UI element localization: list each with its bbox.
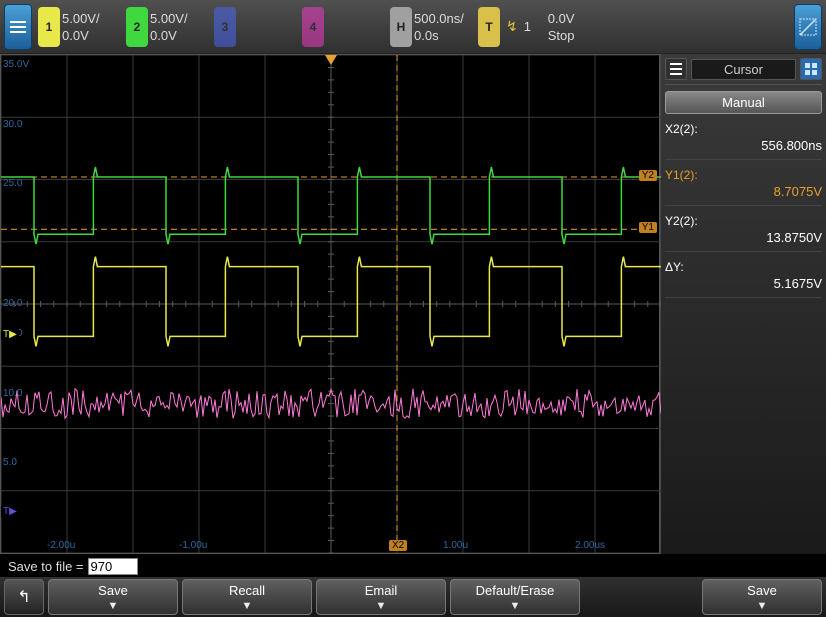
softkey-recall[interactable]: Recall ▼: [182, 579, 312, 615]
x-tick-label: -1.00u: [179, 540, 207, 551]
softkey-save-right[interactable]: Save ▼: [702, 579, 822, 615]
cursor-tag: Y2: [639, 170, 657, 181]
down-arrow-icon: ▼: [757, 600, 768, 612]
channel-4-group[interactable]: 4: [302, 7, 384, 47]
waveform-svg: [1, 55, 661, 553]
cursor-tag: Y1: [639, 222, 657, 233]
ground-marker: T▶: [1, 329, 19, 340]
channel-1-badge[interactable]: 1: [38, 7, 60, 47]
x-tick-label: 1.00u: [443, 540, 468, 551]
measurement-row: Y2(2): 13.8750V: [665, 212, 822, 252]
measurement-value: 556.800ns: [665, 138, 822, 153]
y-tick-label: 35.0V: [3, 59, 29, 70]
softkey-save[interactable]: Save ▼: [48, 579, 178, 615]
save-filename-input[interactable]: [88, 558, 138, 575]
channel-3-values: [238, 26, 296, 28]
channel-2-group[interactable]: 25.00V/0.0V: [126, 7, 208, 47]
x-tick-label: 2.00us: [575, 540, 605, 551]
measurement-value: 13.8750V: [665, 230, 822, 245]
softkey-default-erase[interactable]: Default/Erase ▼: [450, 579, 580, 615]
y-tick-label: 20.0: [3, 298, 22, 309]
channel-1-group[interactable]: 15.00V/0.0V: [38, 7, 120, 47]
measurement-label: Y2(2):: [665, 214, 822, 228]
hamburger-icon: [670, 60, 682, 78]
horizontal-badge[interactable]: H: [390, 7, 412, 47]
channel-4-values: [326, 26, 384, 28]
down-arrow-icon: ▼: [242, 600, 253, 612]
softkey-label: Recall: [229, 583, 265, 598]
measurement-label: ΔY:: [665, 260, 822, 274]
y-tick-label: 10.0: [3, 388, 22, 399]
measurement-label: Y1(2):: [665, 168, 822, 182]
trigger-group[interactable]: T↯10.0VStop: [478, 7, 598, 47]
measurement-row: ΔY: 5.1675V: [665, 258, 822, 298]
side-panel: Cursor Manual X2(2): 556.800ns Y1(2): 8.707…: [660, 54, 826, 554]
horizontal-group[interactable]: H500.0ns/0.0s: [390, 7, 472, 47]
cursor-mode-button[interactable]: Manual: [665, 91, 822, 114]
back-button[interactable]: ↰: [4, 579, 44, 615]
hamburger-icon: [10, 18, 26, 36]
horizontal-values: 500.0ns/0.0s: [414, 11, 472, 43]
save-prefix-label: Save to file =: [8, 559, 84, 574]
ground-marker: T▶: [1, 506, 19, 517]
y-tick-label: 30.0: [3, 119, 22, 130]
softkey-label: Email: [365, 583, 398, 598]
measurement-value: 8.7075V: [665, 184, 822, 199]
measurement-row: X2(2): 556.800ns: [665, 120, 822, 160]
display-mode-button[interactable]: [794, 4, 822, 50]
save-filename-row: Save to file =: [8, 558, 138, 575]
softkey-label: Save: [747, 583, 777, 598]
down-arrow-icon: ▼: [510, 600, 521, 612]
main-area: 35.0V30.025.020.015.010.05.0 -2.00u-1.00…: [0, 54, 826, 554]
waveform-display[interactable]: 35.0V30.025.020.015.010.05.0 -2.00u-1.00…: [0, 54, 660, 554]
softkey-label: Save: [98, 583, 128, 598]
measurement-row: Y1(2): 8.7075V: [665, 166, 822, 206]
channel-4-badge[interactable]: 4: [302, 7, 324, 47]
channel-2-values: 5.00V/0.0V: [150, 11, 208, 43]
trigger-badge[interactable]: T: [478, 7, 500, 47]
menu-button[interactable]: [4, 4, 32, 50]
channel-2-badge[interactable]: 2: [126, 7, 148, 47]
down-arrow-icon: ▼: [108, 600, 119, 612]
cursor-tag: X2: [389, 540, 407, 551]
softkey-email[interactable]: Email ▼: [316, 579, 446, 615]
channel-3-badge[interactable]: 3: [214, 7, 236, 47]
x-tick-label: -2.00u: [47, 540, 75, 551]
trigger-slope-icon: ↯: [506, 18, 518, 35]
measurement-value: 5.1675V: [665, 276, 822, 291]
back-icon: ↰: [17, 587, 30, 607]
softkey-bar: ↰ Save ▼ Recall ▼ Email ▼ Default/Erase ▼ Save …: [0, 577, 826, 617]
side-panel-title: Cursor: [691, 59, 796, 80]
down-arrow-icon: ▼: [376, 600, 387, 612]
softkey-label: Default/Erase: [476, 583, 555, 598]
top-bar: 15.00V/0.0V25.00V/0.0V34H500.0ns/0.0sT↯1…: [0, 0, 826, 54]
channel-1-values: 5.00V/0.0V: [62, 11, 120, 43]
side-grid-icon[interactable]: [800, 58, 822, 80]
side-menu-icon[interactable]: [665, 58, 687, 80]
y-tick-label: 5.0: [3, 457, 17, 468]
y-tick-label: 25.0: [3, 178, 22, 189]
measurement-label: X2(2):: [665, 122, 822, 136]
channel-3-group[interactable]: 3: [214, 7, 296, 47]
trigger-values: ↯10.0VStop: [506, 11, 598, 43]
